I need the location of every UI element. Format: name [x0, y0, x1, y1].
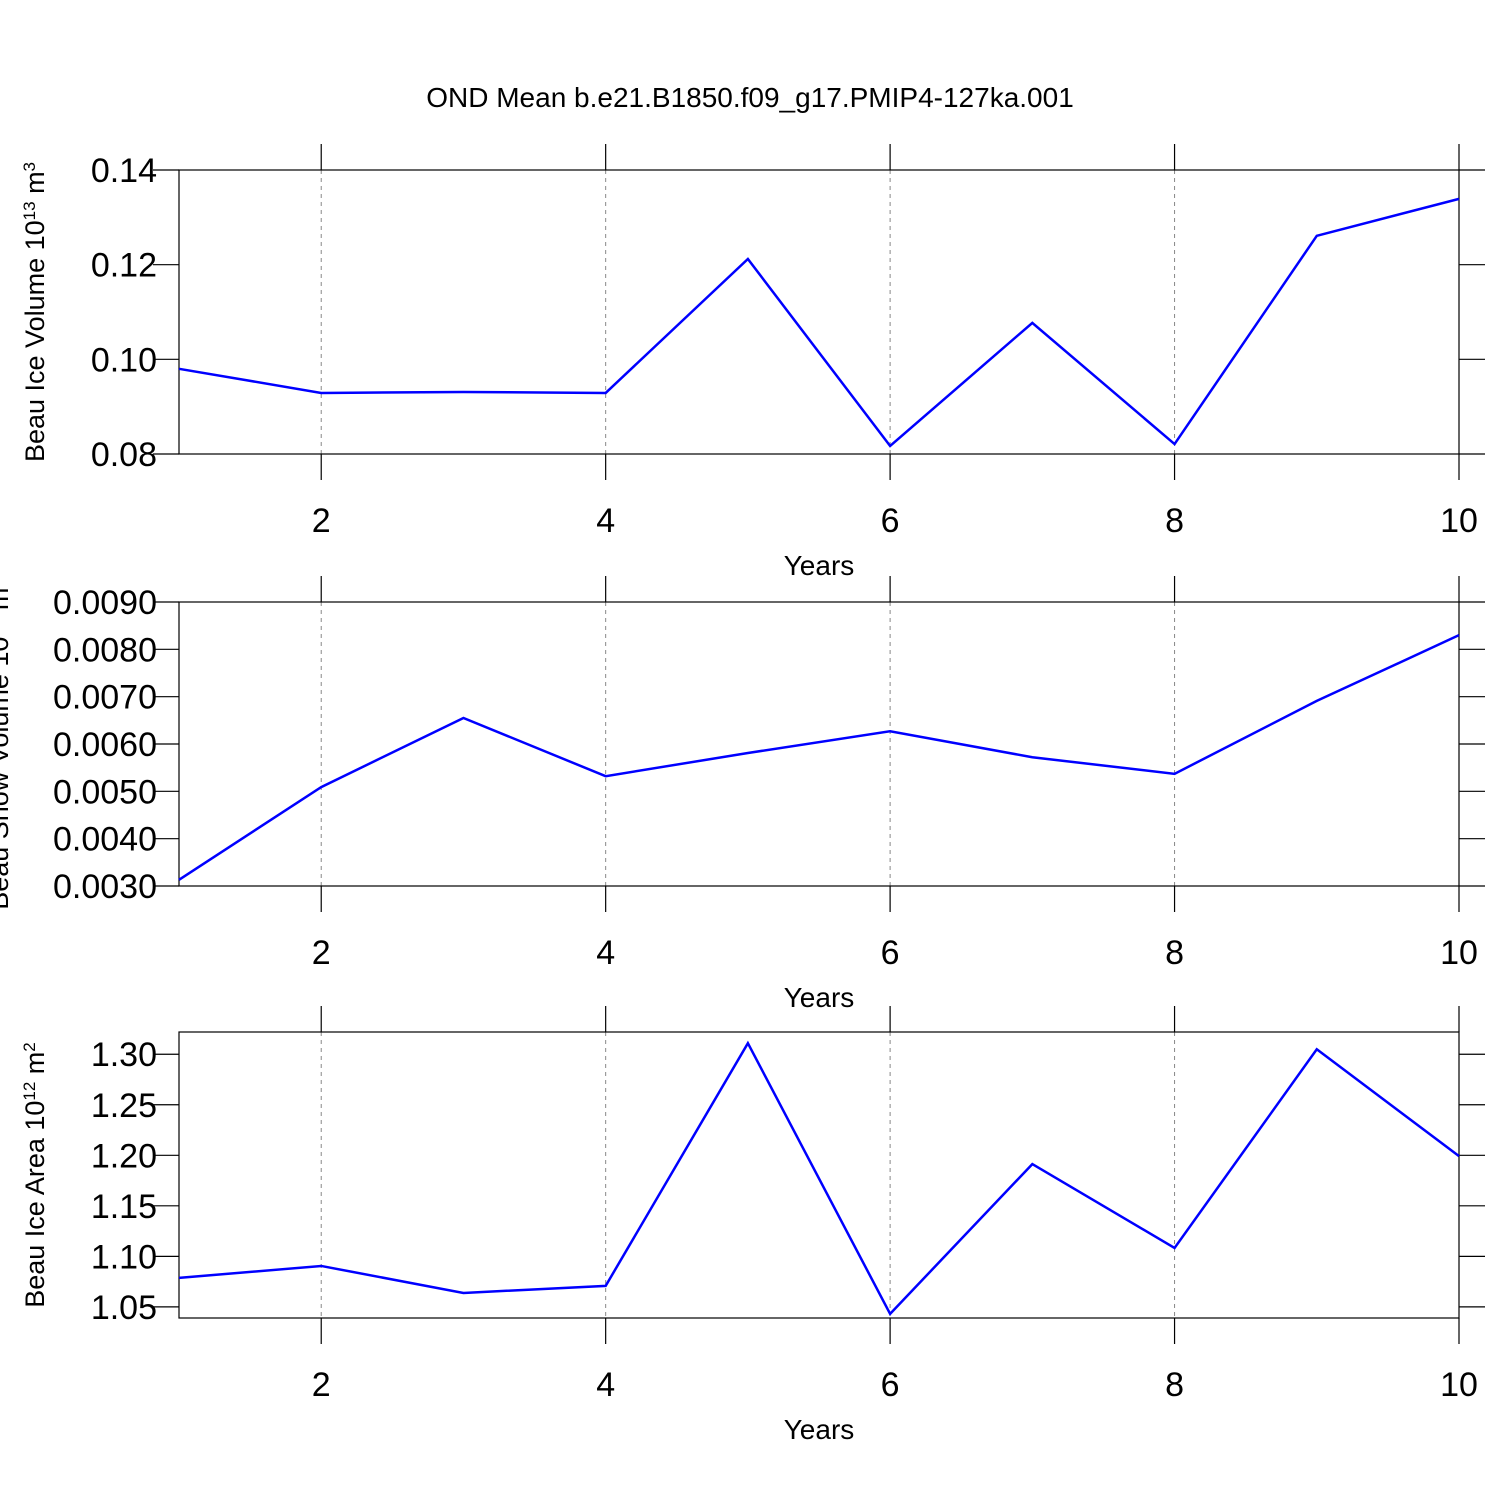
- x-tick-label: 2: [312, 934, 331, 972]
- label-part: m: [20, 171, 50, 201]
- y-tick-label: 0.0060: [53, 726, 157, 764]
- label-part: Beau Ice Area 10: [20, 1101, 50, 1308]
- x-tick-label: 10: [1440, 934, 1478, 972]
- y-tick-label: 0.0030: [53, 868, 157, 906]
- x-tick-label: 6: [881, 1366, 900, 1404]
- y-axis-title: Beau Snow Volume 1013 m3: [0, 578, 14, 910]
- panel: 2 4 6 8 10 0.08 0.10 0.12 0.14 Years Beau Ice Volu…: [20, 144, 1485, 581]
- plot-frame: [178, 169, 1460, 455]
- x-tick-label: 2: [312, 502, 331, 540]
- figure-title: OND Mean b.e21.B1850.f09_g17.PMIP4-127ka…: [426, 82, 1074, 113]
- x-tick-label: 4: [596, 1366, 615, 1404]
- superscript: 12: [20, 1082, 39, 1101]
- y-tick-label: 0.0090: [53, 584, 157, 622]
- plot-frame: [178, 1031, 1460, 1319]
- x-tick-label: 10: [1440, 502, 1478, 540]
- label-part: Beau Snow Volume 10: [0, 637, 14, 910]
- x-tick-label: 6: [881, 934, 900, 972]
- x-tick-label: 8: [1165, 934, 1184, 972]
- y-tick-label: 1.20: [91, 1137, 157, 1175]
- y-tick-label: 1.30: [91, 1036, 157, 1074]
- x-tick-label: 4: [596, 934, 615, 972]
- panel: 2 4 6 8 10 1.05 1.10 1.15 1.20 1.25 1.30 Years Beau …: [20, 1006, 1485, 1445]
- x-tick-label: 8: [1165, 502, 1184, 540]
- label-part: Beau Ice Volume 10: [20, 220, 50, 462]
- data-line: [178, 1040, 1460, 1316]
- y-tick-label: 0.08: [91, 436, 157, 474]
- x-tick-label: 6: [881, 502, 900, 540]
- x-tick-label: 4: [596, 502, 615, 540]
- superscript: 13: [20, 201, 39, 220]
- y-tick-label: 1.05: [91, 1289, 157, 1327]
- y-tick-label: 0.12: [91, 247, 157, 285]
- superscript: 2: [20, 1042, 39, 1051]
- x-axis-title: Years: [784, 982, 855, 1013]
- label-part: m: [20, 1052, 50, 1082]
- y-axis-title: Beau Ice Volume 1013 m3: [20, 162, 51, 462]
- y-tick-label: 0.0070: [53, 679, 157, 717]
- y-tick-label: 0.10: [91, 341, 157, 379]
- plot-frame: [178, 601, 1460, 887]
- y-tick-label: 0.0050: [53, 773, 157, 811]
- y-axis-title: Beau Ice Area 1012 m2: [20, 1042, 51, 1308]
- panel: 2 4 6 8 10 0.0030 0.0040 0.0050 0.0060 0.0070 0.00…: [0, 576, 1485, 1013]
- superscript: 13: [0, 618, 3, 637]
- x-axis-title: Years: [784, 1414, 855, 1445]
- y-tick-label: 1.15: [91, 1188, 157, 1226]
- x-axis-title: Years: [784, 550, 855, 581]
- data-line: [178, 197, 1460, 448]
- y-tick-label: 1.10: [91, 1238, 157, 1276]
- data-line: [178, 633, 1460, 881]
- x-tick-label: 2: [312, 1366, 331, 1404]
- y-tick-label: 0.0080: [53, 631, 157, 669]
- y-tick-label: 0.0040: [53, 821, 157, 859]
- label-part: m: [0, 588, 14, 618]
- y-tick-label: 1.25: [91, 1087, 157, 1125]
- x-tick-label: 10: [1440, 1366, 1478, 1404]
- y-tick-label: 0.14: [91, 152, 157, 190]
- superscript: 3: [0, 578, 3, 587]
- x-tick-label: 8: [1165, 1366, 1184, 1404]
- superscript: 3: [20, 162, 39, 171]
